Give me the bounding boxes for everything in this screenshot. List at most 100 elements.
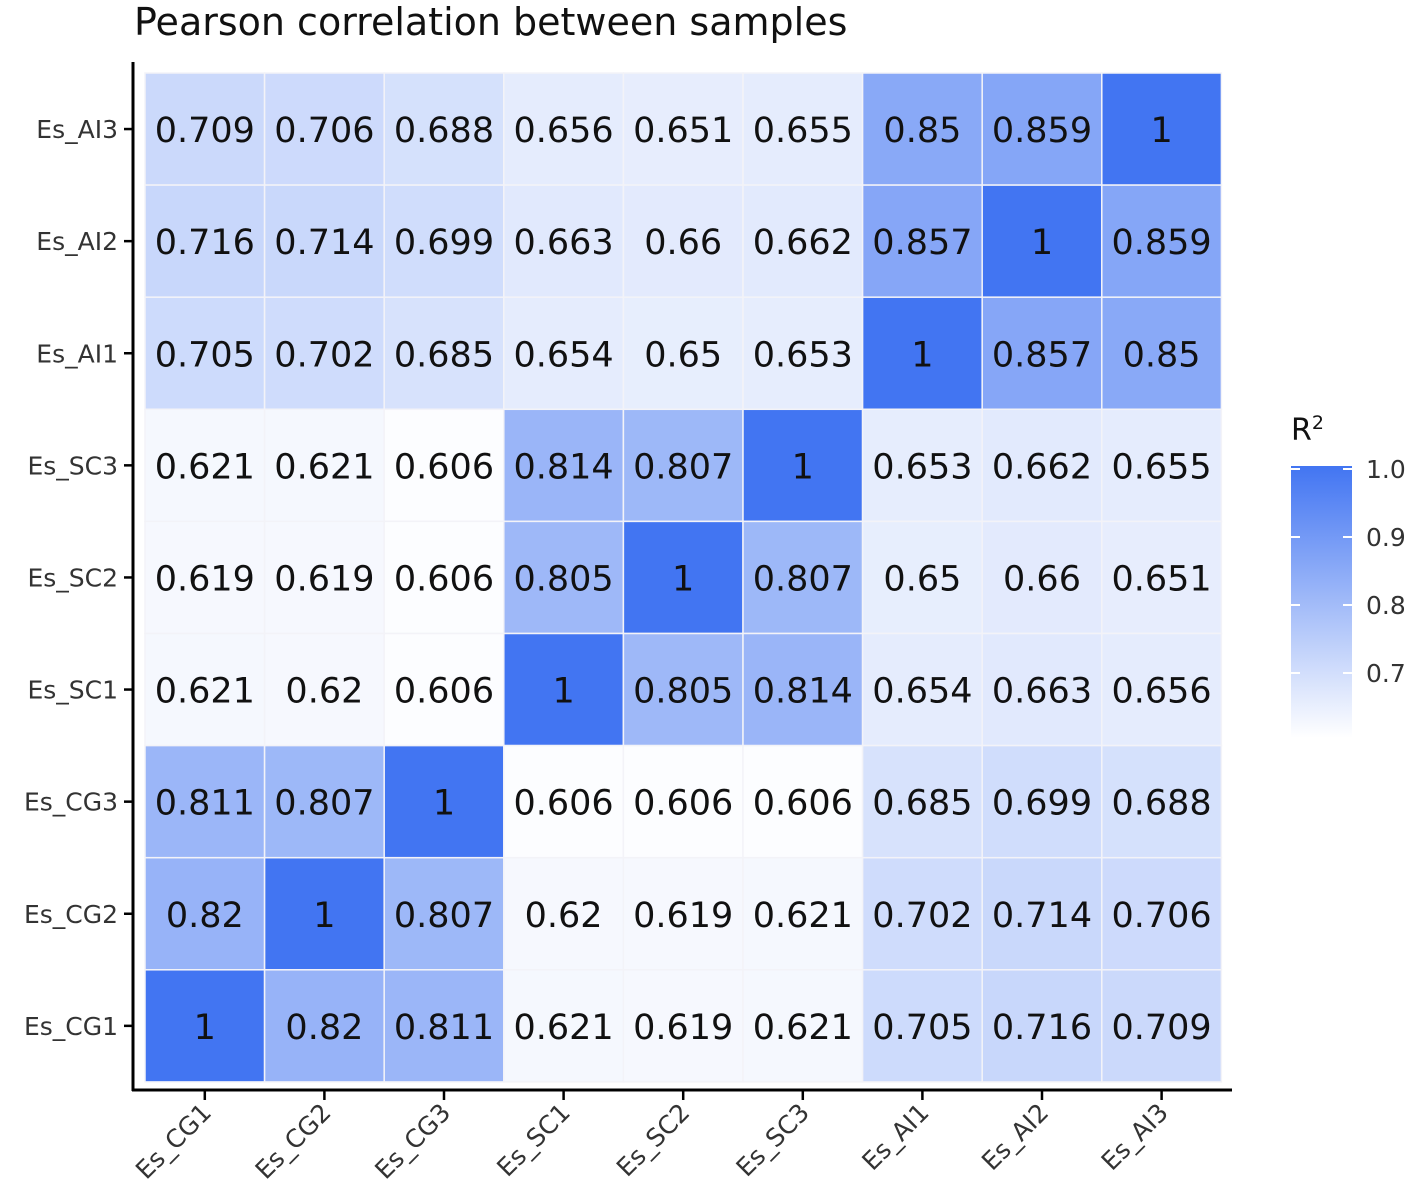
heatmap-cell: [503, 296, 625, 411]
cell-value-label: 0.688: [394, 111, 494, 151]
heatmap-cell: [383, 520, 505, 635]
heatmap-cell: [861, 296, 983, 411]
cell-value-label: 0.811: [394, 1008, 494, 1048]
y-tick-label: Es_SC2: [27, 563, 118, 592]
chart-title: Pearson correlation between samples: [134, 0, 848, 44]
cell-value-label: 0.807: [394, 896, 494, 936]
cell-value-label: 0.619: [155, 559, 255, 599]
heatmap-cells: [144, 72, 1223, 1083]
cell-value-label: 0.621: [155, 672, 255, 712]
cell-value-label: 0.606: [633, 784, 733, 824]
cell-value-label: 0.606: [394, 559, 494, 599]
cell-value-label: 0.606: [513, 784, 613, 824]
cell-value-label: 0.705: [872, 1008, 972, 1048]
heatmap-cell: [503, 856, 625, 971]
heatmap-cell: [503, 969, 625, 1083]
cell-value-label: 0.857: [992, 335, 1092, 375]
heatmap-cell: [503, 408, 625, 523]
heatmap-cell: [981, 184, 1103, 298]
cell-value-label: 0.621: [155, 447, 255, 487]
cell-value-label: 0.716: [992, 1008, 1092, 1048]
heatmap-cell: [263, 296, 385, 411]
heatmap-cell: [742, 856, 864, 971]
y-tick-label: Es_SC3: [27, 451, 118, 480]
cell-value-label: 0.699: [992, 784, 1092, 824]
x-tick-label: Es_CG1: [130, 1098, 217, 1185]
heatmap-cell: [263, 408, 385, 523]
x-tick-label: Es_CG3: [369, 1098, 456, 1185]
cell-value-label: 1: [1031, 223, 1053, 263]
cell-value-label: 0.859: [992, 111, 1092, 151]
cell-value-label: 0.714: [992, 896, 1092, 936]
cell-value-label: 0.655: [1111, 447, 1211, 487]
cell-value-labels: 0.709 0.706 0.688 0.656 0.651 0.655 0.85 0.859 1…: [155, 111, 1212, 1048]
heatmap-cell: [981, 296, 1103, 411]
cell-value-label: 1: [194, 1008, 216, 1048]
heatmap-cell: [622, 744, 744, 859]
heatmap-cell: [263, 520, 385, 635]
cell-value-label: 0.621: [274, 447, 374, 487]
heatmap-cell: [861, 520, 983, 635]
heatmap-cell: [503, 744, 625, 859]
cell-value-label: 0.807: [633, 447, 733, 487]
cell-value-label: 0.814: [513, 447, 613, 487]
heatmap-cell: [981, 969, 1103, 1083]
heatmap-cell: [861, 72, 983, 186]
heatmap-cell: [622, 520, 744, 635]
cell-value-label: 0.656: [513, 111, 613, 151]
cell-value-label: 0.714: [274, 223, 374, 263]
cell-value-label: 0.651: [633, 111, 733, 151]
cell-value-label: 1: [1150, 111, 1172, 151]
heatmap-cell: [622, 969, 744, 1083]
heatmap-cell: [1101, 296, 1223, 411]
cell-value-label: 0.619: [633, 1008, 733, 1048]
x-tick-label: Es_AI1: [856, 1098, 934, 1176]
cell-value-label: 0.66: [644, 223, 722, 263]
legend-colorbar: [1291, 466, 1352, 738]
heatmap-cell: [503, 632, 625, 747]
heatmap-cell: [144, 184, 266, 298]
heatmap-cell: [383, 632, 505, 747]
cell-value-label: 0.702: [274, 335, 374, 375]
heatmap-cell: [503, 184, 625, 298]
cell-value-label: 0.688: [1111, 784, 1211, 824]
x-tick-label: Es_AI2: [976, 1098, 1054, 1176]
cell-value-label: 0.85: [883, 111, 961, 151]
heatmap-cell: [1101, 632, 1223, 747]
legend-tick-label: 1.0: [1366, 455, 1406, 484]
cell-value-label: 0.709: [155, 111, 255, 151]
heatmap-cell: [1101, 856, 1223, 971]
y-tick-label: Es_SC1: [27, 676, 118, 705]
cell-value-label: 0.62: [525, 896, 603, 936]
legend-ticks: 0.7 0.8 0.9 1.0: [1291, 455, 1406, 688]
cell-value-label: 0.699: [394, 223, 494, 263]
cell-value-label: 0.654: [872, 672, 972, 712]
cell-value-label: 0.651: [1111, 559, 1211, 599]
y-tick-label: Es_AI1: [36, 339, 118, 368]
cell-value-label: 0.705: [155, 335, 255, 375]
cell-value-label: 0.62: [285, 672, 363, 712]
cell-value-label: 1: [433, 784, 455, 824]
cell-value-label: 0.662: [992, 447, 1092, 487]
cell-value-label: 0.859: [1111, 223, 1211, 263]
x-tick-label: Es_AI3: [1096, 1098, 1174, 1176]
heatmap-cell: [1101, 72, 1223, 186]
cell-value-label: 0.606: [753, 784, 853, 824]
cell-value-label: 0.706: [1111, 896, 1211, 936]
cell-value-label: 0.709: [1111, 1008, 1211, 1048]
heatmap-cell: [144, 969, 266, 1083]
cell-value-label: 1: [792, 447, 814, 487]
heatmap-cell: [144, 72, 266, 186]
heatmap-cell: [742, 184, 864, 298]
heatmap-cell: [981, 744, 1103, 859]
x-tick-label: Es_SC2: [611, 1098, 696, 1183]
legend-title: R2: [1291, 412, 1324, 448]
cell-value-label: 0.805: [513, 559, 613, 599]
cell-value-label: 0.65: [644, 335, 722, 375]
heatmap-cell: [383, 408, 505, 523]
y-tick-label: Es_AI2: [36, 227, 118, 256]
y-tick-label: Es_CG3: [24, 788, 118, 817]
heatmap-cell: [622, 184, 744, 298]
cell-value-label: 0.805: [633, 672, 733, 712]
heatmap-cell: [263, 856, 385, 971]
